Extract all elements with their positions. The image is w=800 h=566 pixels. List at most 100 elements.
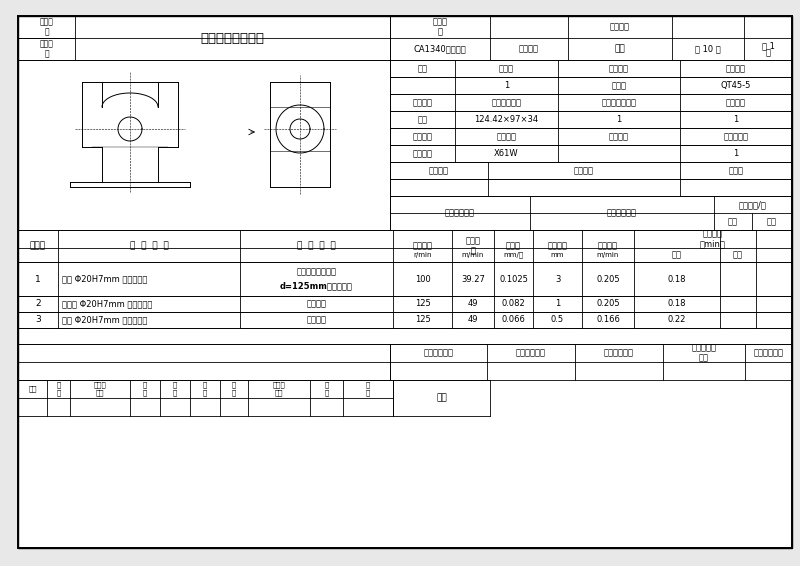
- Text: 产品型
号: 产品型 号: [39, 18, 54, 37]
- Text: 审核（日期）: 审核（日期）: [604, 349, 634, 358]
- Text: mm/齿: mm/齿: [503, 252, 523, 258]
- Text: 标记: 标记: [28, 385, 37, 392]
- Text: 铸件: 铸件: [418, 115, 427, 124]
- Text: 进给量: 进给量: [506, 242, 521, 251]
- Text: 单件: 单件: [767, 217, 777, 226]
- Text: 夹具名称: 夹具名称: [574, 166, 594, 175]
- Text: 0.205: 0.205: [596, 299, 620, 308]
- Text: 产品名
称: 产品名 称: [39, 39, 54, 59]
- Text: 毛坯种类: 毛坯种类: [413, 98, 433, 107]
- Text: 1: 1: [504, 81, 509, 90]
- Text: 万能铣床: 万能铣床: [413, 149, 433, 158]
- Text: m/min: m/min: [597, 252, 619, 258]
- Text: 0.066: 0.066: [502, 315, 526, 324]
- Text: 切削速
度: 切削速 度: [466, 236, 481, 256]
- Text: 处
数: 处 数: [56, 382, 61, 396]
- Text: 1: 1: [616, 115, 622, 124]
- Text: 49: 49: [468, 315, 478, 324]
- Text: 机动: 机动: [672, 251, 682, 259]
- Text: 0.166: 0.166: [596, 315, 620, 324]
- Text: 更改文
件号: 更改文 件号: [94, 382, 106, 396]
- Text: 0.082: 0.082: [502, 299, 526, 308]
- Text: 标准化（日
期）: 标准化（日 期）: [691, 344, 717, 363]
- Text: 124.42×97×34: 124.42×97×34: [474, 115, 538, 124]
- Text: 专用夹具: 专用夹具: [306, 299, 326, 308]
- Text: 设计（日期）: 设计（日期）: [423, 349, 454, 358]
- Text: 日期: 日期: [436, 393, 447, 402]
- Text: 设备型号: 设备型号: [497, 132, 517, 141]
- Text: 进给速度: 进给速度: [598, 242, 618, 251]
- Text: 毛坯外形尺寸: 毛坯外形尺寸: [491, 98, 522, 107]
- Text: 工步工时
（min）: 工步工时 （min）: [700, 229, 726, 248]
- Text: d=125mm，专用夹具: d=125mm，专用夹具: [280, 281, 353, 290]
- Text: 1: 1: [734, 115, 738, 124]
- Text: 切削液: 切削液: [729, 166, 743, 175]
- Text: 夹具编号: 夹具编号: [429, 166, 449, 175]
- Text: 3: 3: [35, 315, 41, 324]
- Text: 辅助: 辅助: [733, 251, 743, 259]
- Text: 每台件数: 每台件数: [726, 98, 746, 107]
- Text: 1: 1: [555, 299, 560, 308]
- Text: 处
数: 处 数: [232, 382, 236, 396]
- Text: 铣端面: 铣端面: [611, 81, 626, 90]
- Text: 签
字: 签 字: [324, 382, 329, 396]
- Text: 0.1025: 0.1025: [499, 275, 528, 284]
- Text: 机械加工工序卡片: 机械加工工序卡片: [201, 32, 265, 45]
- Text: 1: 1: [35, 275, 41, 284]
- Text: 3: 3: [555, 275, 560, 284]
- Text: 页: 页: [766, 49, 770, 58]
- Text: CA1340自动车床: CA1340自动车床: [414, 45, 466, 54]
- Text: 工序工时/分: 工序工时/分: [739, 200, 767, 209]
- Text: 工位器具编号: 工位器具编号: [445, 208, 475, 217]
- Text: 1: 1: [734, 149, 738, 158]
- Text: 125: 125: [414, 299, 430, 308]
- Text: 粗铣 Φ20H7mm 孔的两端面: 粗铣 Φ20H7mm 孔的两端面: [62, 275, 147, 284]
- Text: 同时工件数: 同时工件数: [723, 132, 749, 141]
- Text: 产品型
号: 产品型 号: [433, 18, 447, 37]
- Text: 会签（日期）: 会签（日期）: [754, 349, 783, 358]
- Text: 标
记: 标 记: [203, 382, 207, 396]
- Text: 共 10 页: 共 10 页: [695, 45, 721, 54]
- Text: 零件图号: 零件图号: [610, 23, 630, 32]
- Text: 准终: 准终: [728, 217, 738, 226]
- Text: 39.27: 39.27: [461, 275, 485, 284]
- Text: 杠杆: 杠杆: [614, 45, 626, 54]
- Text: 更改文
件号: 更改文 件号: [273, 382, 286, 396]
- Text: 设备名称: 设备名称: [413, 132, 433, 141]
- Text: 切削深度: 切削深度: [547, 242, 567, 251]
- Text: 日
期: 日 期: [366, 382, 370, 396]
- Text: 0.18: 0.18: [668, 275, 686, 284]
- Text: 专用夹具: 专用夹具: [306, 315, 326, 324]
- Text: 校对（日期）: 校对（日期）: [516, 349, 546, 358]
- Text: 工步号: 工步号: [30, 242, 46, 251]
- Text: 设备编号: 设备编号: [609, 132, 629, 141]
- Text: 125: 125: [414, 315, 430, 324]
- Text: 半精铣 Φ20H7mm 孔的两端面: 半精铣 Φ20H7mm 孔的两端面: [62, 299, 152, 308]
- Text: 材料牌号: 材料牌号: [726, 64, 746, 73]
- Text: 2: 2: [35, 299, 41, 308]
- Text: 工序名称: 工序名称: [609, 64, 629, 73]
- Text: 工  步  内  容: 工 步 内 容: [130, 242, 168, 251]
- Text: 日
期: 日 期: [173, 382, 177, 396]
- Text: 工序号: 工序号: [499, 64, 514, 73]
- Text: 0.205: 0.205: [596, 275, 620, 284]
- Text: 100: 100: [414, 275, 430, 284]
- Text: QT45-5: QT45-5: [721, 81, 751, 90]
- Text: 工位器具名称: 工位器具名称: [607, 208, 637, 217]
- Text: 49: 49: [468, 299, 478, 308]
- Text: 直齿三面刃铣刀，: 直齿三面刃铣刀，: [297, 268, 337, 277]
- Text: r/min: r/min: [414, 252, 432, 258]
- Text: 0.5: 0.5: [551, 315, 564, 324]
- Text: 车间: 车间: [418, 64, 427, 73]
- Text: 0.18: 0.18: [668, 299, 686, 308]
- Text: 零件名称: 零件名称: [519, 45, 539, 54]
- Text: 主轴转速: 主轴转速: [413, 242, 433, 251]
- Text: 工  艺  设  备: 工 艺 设 备: [297, 242, 336, 251]
- Text: 0.22: 0.22: [668, 315, 686, 324]
- Text: 每毛坯可制件数: 每毛坯可制件数: [602, 98, 637, 107]
- Text: m/min: m/min: [462, 252, 484, 258]
- Text: 精铣 Φ20H7mm 孔的两端面: 精铣 Φ20H7mm 孔的两端面: [62, 315, 147, 324]
- Text: mm: mm: [550, 252, 564, 258]
- Text: X61W: X61W: [494, 149, 519, 158]
- Text: 第 1: 第 1: [762, 41, 774, 50]
